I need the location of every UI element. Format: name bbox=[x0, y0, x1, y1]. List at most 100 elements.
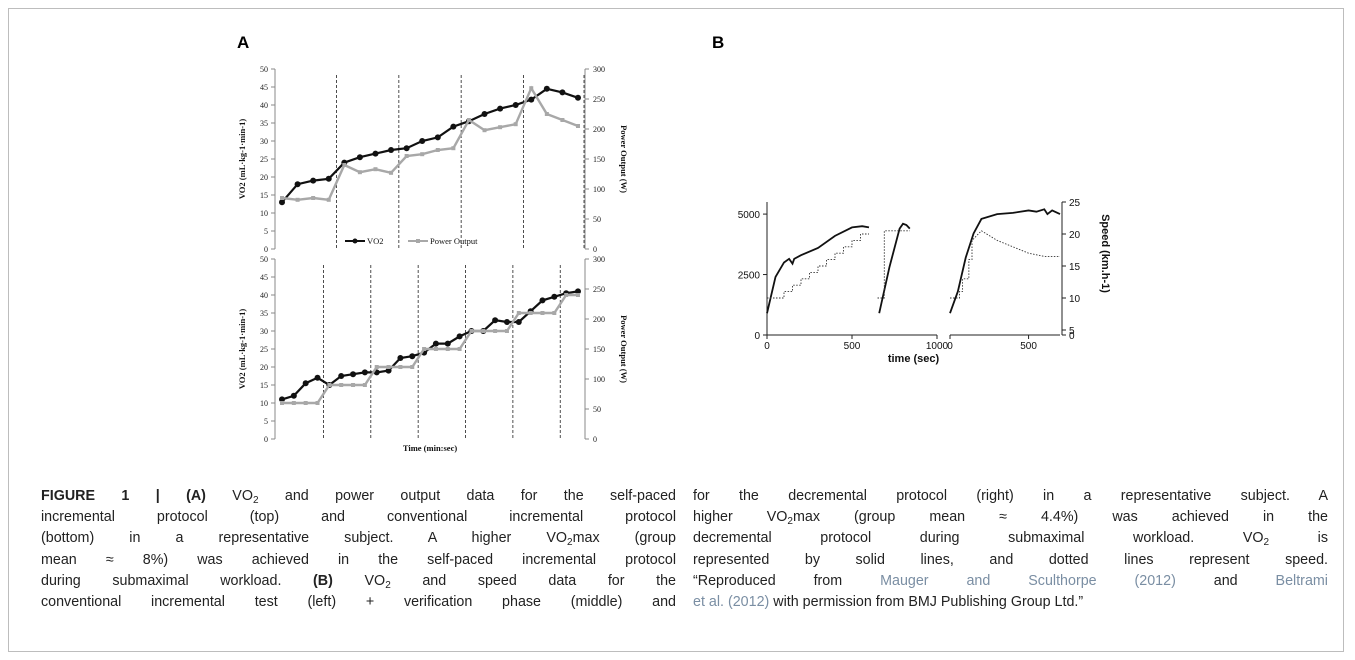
y-tick-label: 20 bbox=[260, 173, 268, 182]
caption-line: incremental protocol (top) and conventio… bbox=[41, 509, 676, 526]
power-point bbox=[280, 401, 284, 405]
x-axis-title: Time (min:sec) bbox=[403, 443, 458, 453]
power-point bbox=[303, 401, 308, 405]
vo2-point bbox=[290, 392, 297, 399]
y2-axis-title: Power Output (W) bbox=[619, 125, 629, 193]
y-tick-label: 0 bbox=[754, 331, 760, 342]
y2-tick-label: 0 bbox=[1069, 331, 1075, 342]
y-tick-label: 0 bbox=[264, 435, 268, 444]
y-tick-label: 10 bbox=[260, 399, 268, 408]
power-point bbox=[327, 383, 332, 387]
power-point bbox=[540, 311, 545, 315]
legend-power-label: Power Output bbox=[430, 236, 478, 246]
power-point bbox=[422, 347, 427, 351]
power-point bbox=[339, 383, 344, 387]
y2-tick-label: 0 bbox=[593, 435, 597, 444]
power-point bbox=[280, 196, 284, 200]
power-point bbox=[295, 197, 300, 202]
power-point bbox=[457, 347, 462, 351]
power-point bbox=[315, 401, 320, 405]
y-tick-label: 40 bbox=[260, 291, 268, 300]
vo2-point bbox=[551, 293, 558, 300]
power-point bbox=[560, 118, 565, 122]
power-point bbox=[342, 163, 347, 167]
y2-tick-label: 50 bbox=[593, 405, 601, 414]
caption-line: represented by solid lines, and dotted l… bbox=[693, 551, 1328, 568]
vo2-point bbox=[403, 145, 410, 152]
y-tick-label: 15 bbox=[260, 191, 268, 200]
reference-link[interactable]: Beltrami bbox=[1275, 572, 1328, 589]
vo2-point bbox=[444, 340, 451, 347]
caption-line: during submaximal workload. (B) VO2 and … bbox=[41, 572, 676, 591]
y-tick-label: 5 bbox=[264, 417, 268, 426]
power-point bbox=[498, 125, 503, 130]
vo2-point bbox=[503, 319, 510, 325]
power-point bbox=[552, 311, 557, 315]
x-tick-label: 500 bbox=[844, 341, 861, 352]
vo2-line bbox=[878, 222, 911, 314]
power-point bbox=[516, 311, 521, 315]
power-series-line bbox=[281, 85, 579, 202]
power-point bbox=[528, 311, 533, 315]
power-point bbox=[311, 196, 316, 200]
power-point bbox=[513, 122, 518, 127]
y-tick-label: 25 bbox=[260, 155, 268, 164]
power-point bbox=[291, 401, 296, 405]
power-point bbox=[481, 329, 486, 333]
speed-line bbox=[767, 233, 869, 299]
power-point bbox=[576, 124, 580, 128]
y2-tick-label: 250 bbox=[593, 285, 605, 294]
y2-tick-label: 15 bbox=[1069, 262, 1081, 273]
y2-tick-label: 25 bbox=[1069, 198, 1081, 209]
y2-tick-label: 100 bbox=[593, 375, 605, 384]
power-point bbox=[374, 365, 379, 369]
power-point bbox=[529, 86, 534, 91]
power-point bbox=[357, 170, 362, 175]
vo2-point bbox=[279, 199, 285, 206]
vo2-point bbox=[539, 297, 546, 304]
power-point bbox=[576, 293, 580, 297]
y-tick-label: 10 bbox=[260, 209, 268, 218]
y-tick-label: 50 bbox=[260, 255, 268, 264]
panel-b-letter: B bbox=[712, 33, 725, 52]
vo2-line bbox=[949, 208, 1061, 314]
vo2-point bbox=[432, 340, 439, 347]
y-tick-label: 40 bbox=[260, 101, 268, 110]
legend-vo2-marker bbox=[352, 238, 358, 244]
reference-link[interactable]: et al. (2012) bbox=[693, 594, 770, 611]
vo2-point bbox=[361, 369, 368, 376]
y-tick-label: 5000 bbox=[738, 210, 761, 221]
vo2-point bbox=[325, 175, 332, 182]
y-tick-label: 2500 bbox=[738, 271, 761, 282]
y2-tick-label: 200 bbox=[593, 125, 605, 134]
reference-link[interactable]: Mauger and Sculthorpe (2012) bbox=[880, 572, 1176, 589]
y-tick-label: 0 bbox=[264, 245, 268, 254]
vo2-point bbox=[528, 96, 535, 103]
y-axis-title: VO2 (mL·kg-1·min-1) bbox=[237, 119, 247, 200]
y2-tick-label: 100 bbox=[593, 185, 605, 194]
figure-frame bbox=[8, 8, 1344, 652]
y2-tick-label: 300 bbox=[593, 65, 605, 74]
y2-tick-label: 300 bbox=[593, 255, 605, 264]
power-point bbox=[564, 293, 569, 297]
power-point bbox=[493, 329, 498, 333]
caption-line: FIGURE 1 | (A) VO2 and power output data… bbox=[41, 488, 676, 506]
vo2-point bbox=[559, 89, 566, 96]
vo2-point bbox=[419, 138, 426, 144]
vo2-point bbox=[294, 181, 301, 188]
speed-line bbox=[877, 230, 910, 299]
speed-line bbox=[950, 230, 1060, 299]
power-point bbox=[466, 118, 471, 122]
y2-tick-label: 20 bbox=[1069, 230, 1081, 241]
y2-tick-label: 200 bbox=[593, 315, 605, 324]
y2-axis-title: Power Output (W) bbox=[619, 315, 629, 383]
vo2-point bbox=[409, 353, 416, 360]
y-tick-label: 25 bbox=[260, 345, 268, 354]
y2-tick-label: 5 bbox=[1069, 326, 1075, 337]
power-point bbox=[420, 152, 425, 157]
caption-line: conventional incremental test (left) + v… bbox=[41, 594, 676, 611]
vo2-point bbox=[314, 374, 321, 381]
y-tick-label: 35 bbox=[260, 119, 268, 128]
legend-power-marker bbox=[416, 239, 420, 243]
